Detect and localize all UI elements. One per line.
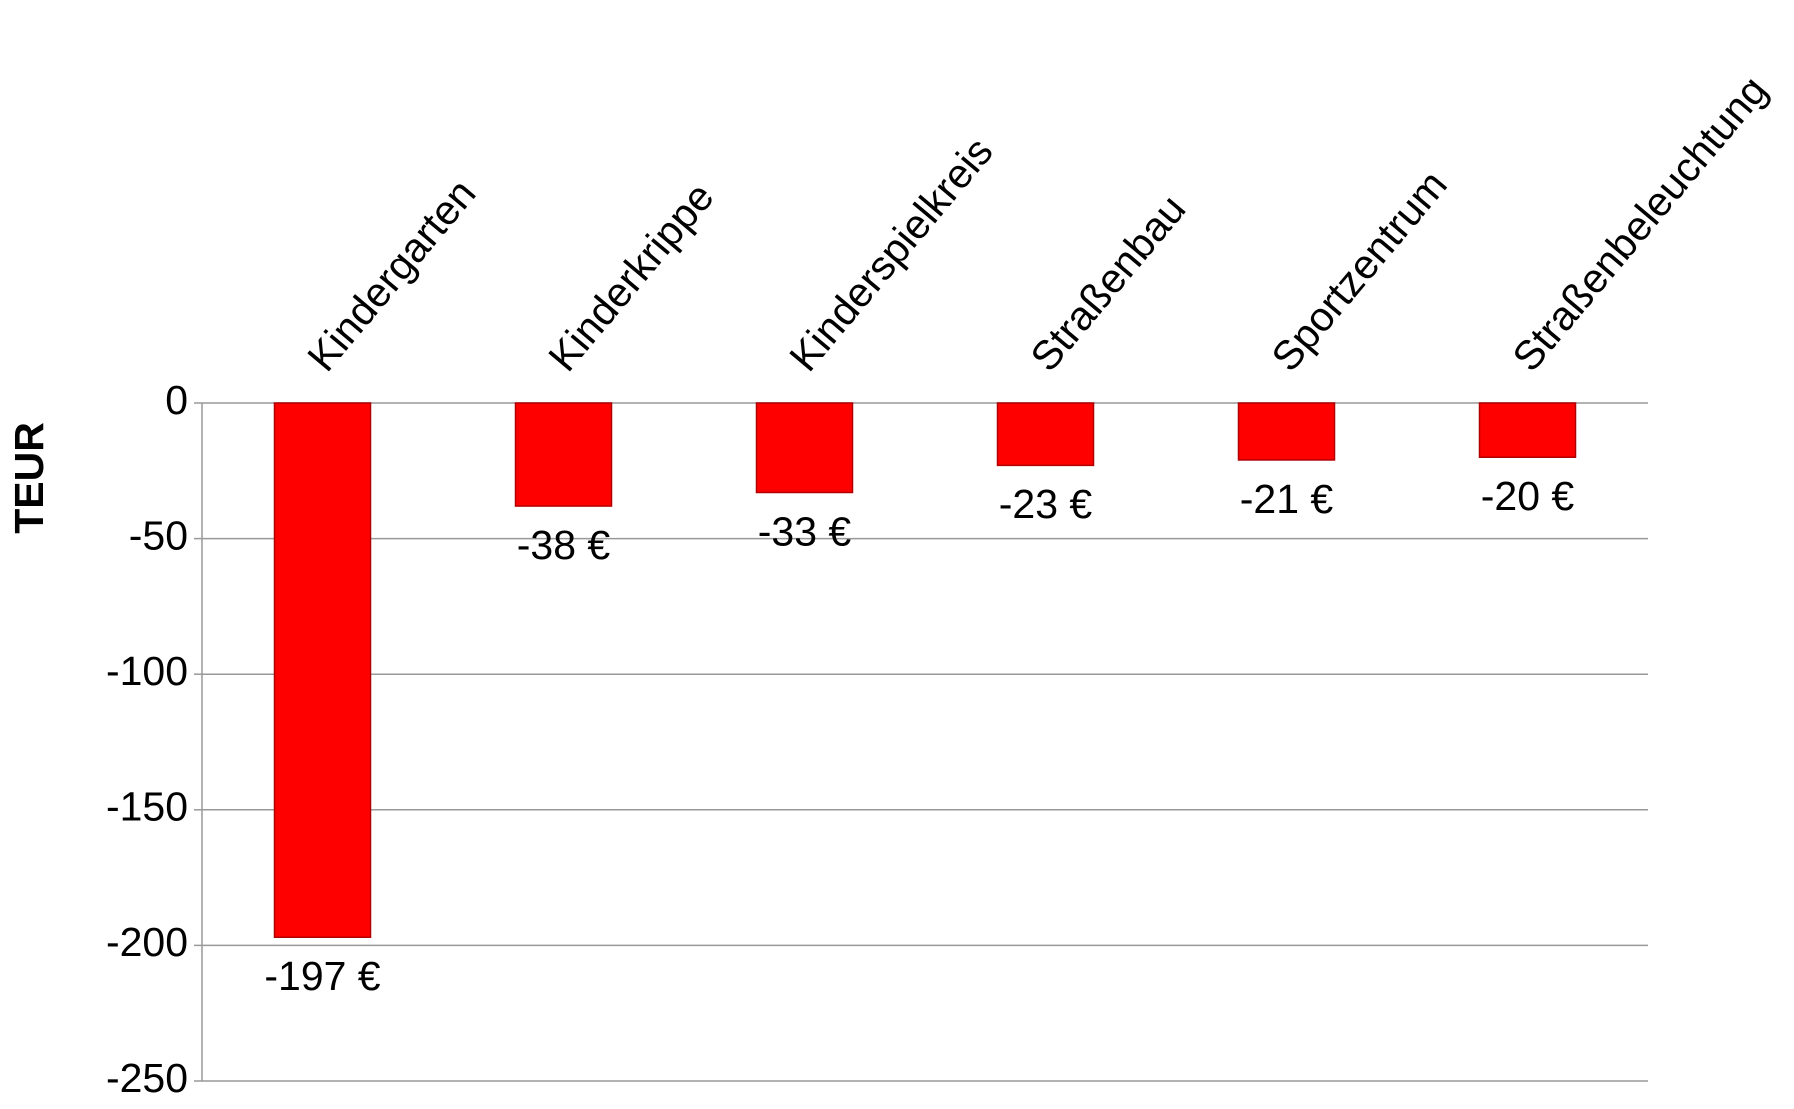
y-tick-label: -250 bbox=[106, 1055, 188, 1101]
data-label: -197 € bbox=[264, 953, 380, 999]
x-tick-label: Straßenbau bbox=[1021, 186, 1194, 380]
x-tick-label: Kinderkrippe bbox=[539, 174, 722, 380]
x-tick-label: Sportzentrum bbox=[1262, 162, 1455, 380]
x-tick-label: Kinderspielkreis bbox=[780, 128, 1001, 379]
bar bbox=[273, 402, 372, 939]
bar bbox=[1478, 402, 1577, 458]
y-tick-label: -100 bbox=[106, 648, 188, 694]
y-tick-label: -50 bbox=[129, 512, 188, 558]
y-axis-title: TEUR bbox=[6, 422, 52, 534]
bar bbox=[996, 402, 1095, 467]
bar bbox=[1237, 402, 1336, 461]
data-label: -23 € bbox=[999, 481, 1093, 527]
x-tick-label: Kindergarten bbox=[298, 170, 484, 379]
data-label: -20 € bbox=[1481, 473, 1575, 519]
data-label: -38 € bbox=[517, 522, 611, 568]
y-tick-label: 0 bbox=[165, 377, 188, 423]
y-tick-label: -200 bbox=[106, 919, 188, 965]
bar bbox=[755, 402, 854, 494]
x-tick-label: Straßenbeleuchtung bbox=[1503, 67, 1776, 379]
y-tick-label: -150 bbox=[106, 784, 188, 830]
bar bbox=[514, 402, 613, 507]
data-label: -33 € bbox=[758, 508, 852, 554]
data-label: -21 € bbox=[1240, 476, 1334, 522]
